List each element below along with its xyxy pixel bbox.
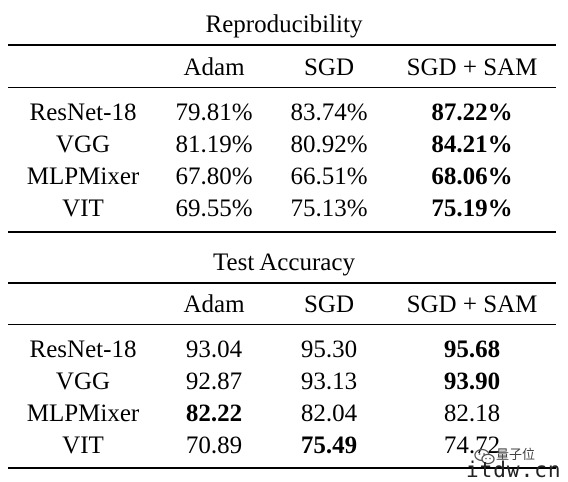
value-cell: 67.80% [175,163,253,190]
header-cell-sgd: SGD [303,291,354,318]
model-label: MLPMixer [26,163,140,190]
mid-rule [8,324,556,325]
value-cell: 93.90 [443,368,501,395]
value-cell: 70.89 [185,432,243,459]
value-cell: 66.51% [290,163,368,190]
header-cell-sgd-sam: SGD + SAM [406,291,538,318]
header-cell-adam: Adam [183,54,245,81]
model-label: VIT [62,195,104,222]
bottom-rule [8,467,556,469]
model-label: MLPMixer [26,400,140,427]
model-label: VGG [55,131,111,158]
watermark: 量子位 itdw.cn [466,446,566,482]
value-cell: 81.19% [175,131,253,158]
table-row: ResNet-18 93.04 95.30 95.68 [0,334,568,366]
value-cell: 79.81% [175,99,253,126]
value-cell: 75.13% [290,195,368,222]
table-row: VGG 81.19% 80.92% 84.21% [0,129,568,161]
model-label: ResNet-18 [29,336,137,363]
bottom-rule [8,231,556,233]
watermark-id: itdw.cn [466,458,562,482]
table-row: VIT 69.55% 75.13% 75.19% [0,193,568,225]
top-rule [8,282,556,284]
wechat-icon [474,448,495,465]
table-row: ResNet-18 79.81% 83.74% 87.22% [0,97,568,129]
value-cell: 87.22% [431,99,513,126]
value-cell: 82.18 [443,400,501,427]
table-title-reproducibility: Reproducibility [205,11,363,38]
table-row: VGG 92.87 93.13 93.90 [0,366,568,398]
model-label: VIT [62,432,104,459]
model-label: ResNet-18 [29,99,137,126]
value-cell: 69.55% [175,195,253,222]
value-cell: 84.21% [431,131,513,158]
header-cell-sgd: SGD [303,54,354,81]
header-cell-sgd-sam: SGD + SAM [406,54,538,81]
value-cell: 95.68 [443,336,501,363]
value-cell: 83.74% [290,99,368,126]
value-cell: 68.06% [431,163,513,190]
value-cell: 93.04 [185,336,243,363]
table-title-test-accuracy: Test Accuracy [213,249,355,276]
table-row: MLPMixer 82.22 82.04 82.18 [0,398,568,430]
value-cell: 82.04 [300,400,358,427]
value-cell: 75.19% [431,195,513,222]
value-cell: 80.92% [290,131,368,158]
value-cell: 75.49 [300,432,358,459]
mid-rule [8,87,556,88]
value-cell: 93.13 [300,368,358,395]
model-label: VGG [55,368,111,395]
watermark-name: 量子位 [496,448,536,463]
header-cell-adam: Adam [183,291,245,318]
value-cell: 95.30 [300,336,358,363]
top-rule [8,44,556,46]
table-row: VIT 70.89 75.49 74.72 [0,430,568,462]
table-row: MLPMixer 67.80% 66.51% 68.06% [0,161,568,193]
value-cell: 92.87 [185,368,243,395]
header-row: Adam SGD SGD + SAM [0,52,568,84]
header-row: Adam SGD SGD + SAM [0,289,568,321]
value-cell: 82.22 [185,400,243,427]
